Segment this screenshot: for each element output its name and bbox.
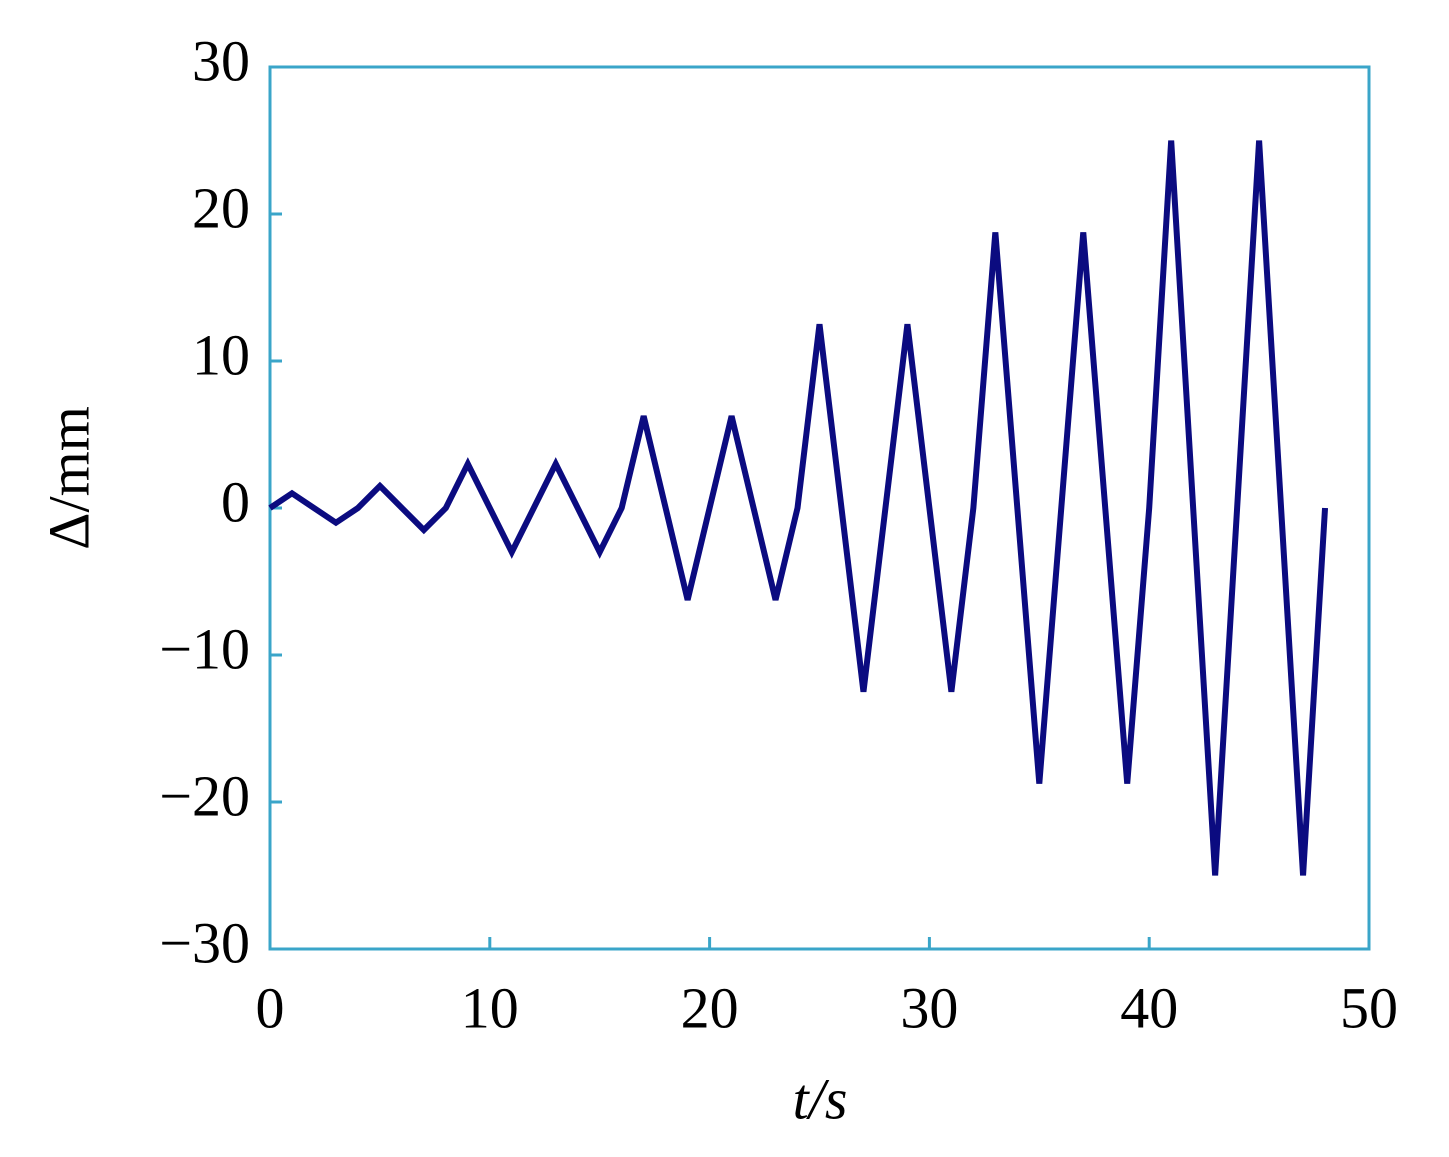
y-tick-label: −10: [159, 616, 250, 681]
y-tick-label: −20: [159, 763, 250, 828]
x-tick-label: 0: [256, 975, 285, 1040]
data-line: [268, 140, 1329, 876]
x-tick-label: 40: [1120, 975, 1178, 1040]
y-axis-label: Δ/mm: [36, 406, 101, 550]
x-tick-label: 30: [900, 975, 958, 1040]
x-tick-label: 10: [461, 975, 519, 1040]
y-tick-label: 30: [192, 28, 250, 93]
plot-frame: [268, 65, 1371, 951]
x-tick-label: 50: [1340, 975, 1398, 1040]
y-tick-label: 20: [192, 175, 250, 240]
y-tick-label: 0: [221, 469, 250, 534]
y-tick-label: 10: [192, 322, 250, 387]
y-tick-label: −30: [159, 910, 250, 975]
x-axis-label: t/s: [793, 1066, 848, 1131]
x-tick-label: 20: [681, 975, 739, 1040]
